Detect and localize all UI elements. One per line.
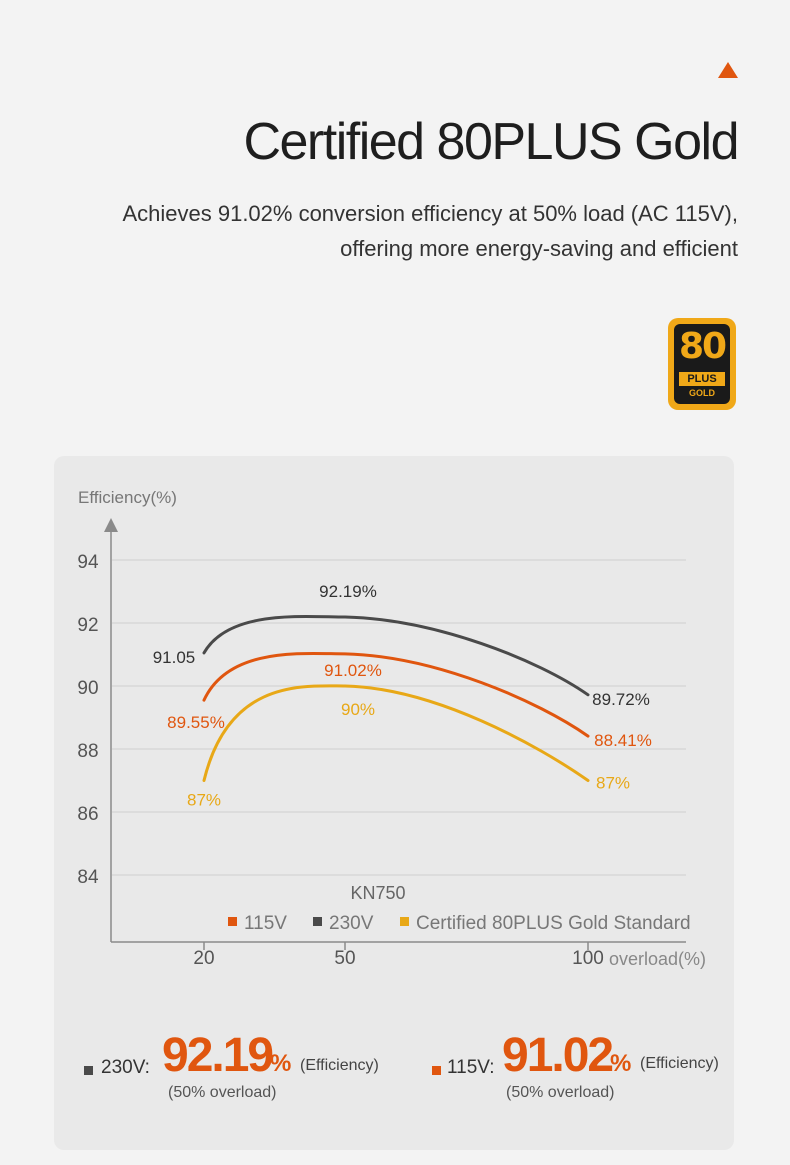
- legend-swatch: [313, 917, 322, 926]
- subtitle-line-2: offering more energy-saving and efficien…: [340, 236, 738, 261]
- y-tick-label: 88: [77, 741, 98, 762]
- legend-swatch: [228, 917, 237, 926]
- series-line-certified-80plus-gold-standard: [202, 684, 590, 782]
- data-label: 88.41%: [594, 731, 652, 750]
- data-label: 90%: [341, 700, 375, 719]
- legend-label: 115V: [244, 913, 287, 934]
- x-tick-label: 20: [193, 948, 214, 969]
- y-tick-label: 84: [77, 867, 99, 888]
- legend-label: Certified 80PLUS Gold Standard: [416, 913, 691, 934]
- subtitle-line-1: Achieves 91.02% conversion efficiency at…: [122, 201, 738, 226]
- page-title: Certified 80PLUS Gold: [243, 113, 739, 171]
- 80plus-gold-badge: 80 PLUS GOLD: [668, 318, 736, 410]
- triangle-icon: [718, 62, 738, 78]
- badge-number: 80: [678, 326, 727, 367]
- y-tick-label: 94: [77, 552, 99, 573]
- badge-inner: 80 PLUS GOLD: [674, 324, 730, 404]
- y-axis-arrow-icon: [104, 518, 118, 532]
- data-label: 89.72%: [592, 690, 650, 709]
- badge-plus-label: PLUS: [679, 372, 725, 386]
- data-label: 87%: [187, 791, 221, 810]
- page-subtitle: Achieves 91.02% conversion efficiency at…: [38, 196, 738, 266]
- badge-level-label: GOLD: [689, 388, 715, 398]
- series-line-230v: [202, 614, 590, 697]
- legend-label: 230V: [329, 913, 374, 934]
- data-label: 89.55%: [167, 713, 225, 732]
- data-label: 91.05: [153, 648, 196, 667]
- y-tick-label: 86: [77, 804, 98, 825]
- y-axis-label: Efficiency(%): [78, 488, 177, 507]
- y-tick-label: 92: [77, 615, 98, 636]
- y-tick-label: 90: [77, 678, 98, 699]
- x-axis-label: overload(%): [609, 949, 706, 969]
- x-tick-label: 100: [572, 948, 604, 969]
- x-tick-label: 50: [334, 948, 355, 969]
- legend-swatch: [400, 917, 409, 926]
- data-label: 91.02%: [324, 661, 382, 680]
- data-label: 87%: [596, 774, 630, 793]
- data-label: 92.19%: [319, 582, 377, 601]
- model-label: KN750: [350, 883, 405, 903]
- series-line-115v: [202, 651, 590, 738]
- chart-card: [54, 456, 734, 1150]
